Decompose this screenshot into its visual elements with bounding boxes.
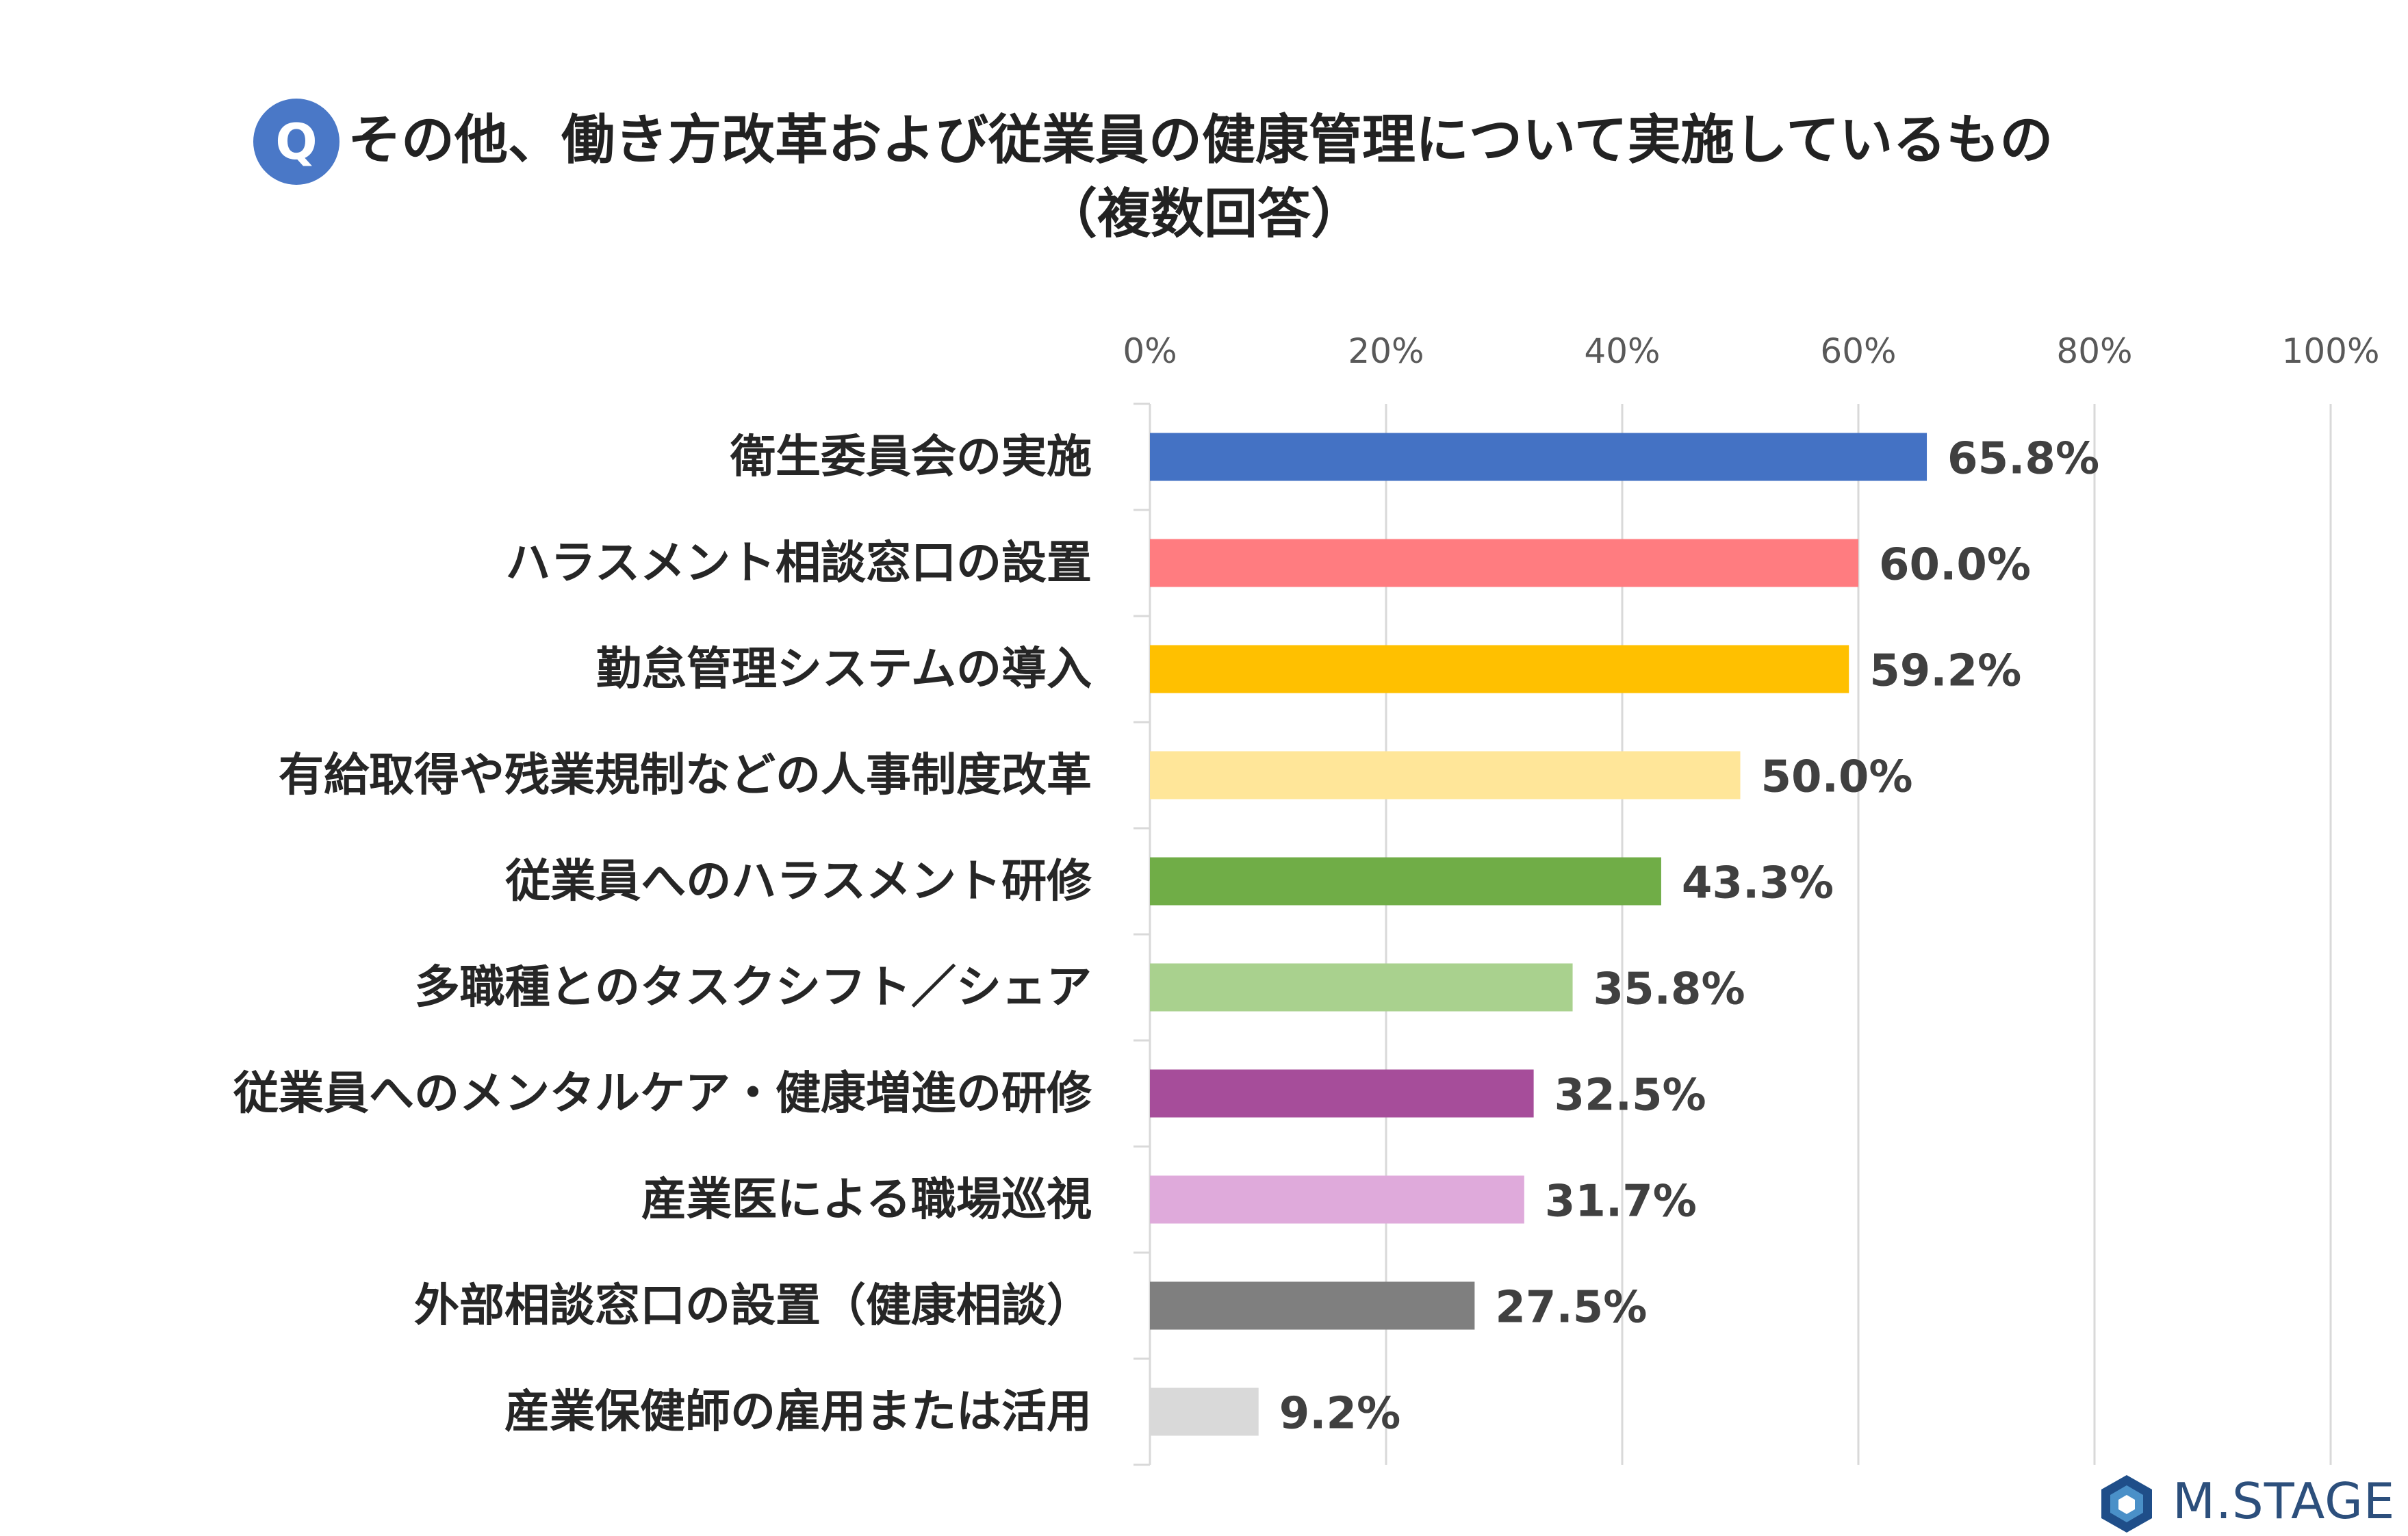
bar (1150, 963, 1573, 1012)
category-label: 従業員へのハラスメント研修 (504, 855, 1092, 908)
bar (1150, 539, 1858, 587)
bar (1150, 1387, 1259, 1436)
x-axis-ticks: 0% 20% 40% 60% 80% 100% (1123, 331, 2379, 371)
bar (1150, 1281, 1475, 1330)
data-label: 65.8% (1947, 434, 2099, 485)
x-tick-label: 100% (2282, 331, 2380, 371)
category-label: 有給取得や残業規制などの人事制度改革 (279, 749, 1092, 802)
data-label: 32.5% (1554, 1071, 1706, 1121)
category-label: 従業員へのメンタルケア・健康増進の研修 (233, 1067, 1092, 1120)
x-tick-label: 20% (1348, 331, 1424, 371)
hexagon-logo-icon (2101, 1475, 2152, 1533)
data-label: 27.5% (1495, 1283, 1647, 1333)
bar (1150, 857, 1661, 906)
bar (1150, 1175, 1524, 1224)
category-label: ハラスメント相談窓口の設置 (505, 537, 1092, 589)
bar (1150, 1069, 1534, 1118)
category-label: 多職種とのタスクシフト／シェア (415, 961, 1092, 1014)
title-line-2: （複数回答） (1043, 183, 1364, 245)
data-label: 35.8% (1593, 964, 1745, 1015)
category-label: 勤怠管理システムの導入 (596, 643, 1092, 695)
x-tick-label: 60% (1820, 331, 1896, 371)
data-label: 59.2% (1869, 646, 2021, 697)
chart-title: Q その他、働き方改革および従業員の健康管理について実施しているもの （複数回答… (0, 96, 2408, 253)
category-label: 産業医による職場巡視 (641, 1173, 1092, 1226)
data-label: 9.2% (1279, 1389, 1401, 1439)
category-labels: 衛生委員会の実施ハラスメント相談窓口の設置勤怠管理システムの導入有給取得や残業規… (233, 431, 1092, 1438)
bars (1150, 433, 1927, 1436)
x-tick-label: 80% (2056, 331, 2132, 371)
x-tick-label: 0% (1123, 331, 1177, 371)
data-label: 50.0% (1761, 752, 1913, 803)
data-label: 43.3% (1682, 858, 1834, 909)
category-label: 産業保健師の雇用または活用 (504, 1385, 1092, 1438)
mstage-logo: M.STAGE (2096, 1470, 2404, 1536)
data-label: 31.7% (1545, 1177, 1697, 1227)
x-tick-label: 40% (1584, 331, 1660, 371)
category-label: 外部相談窓口の設置（健康相談） (414, 1279, 1092, 1332)
logo-text: M.STAGE (2173, 1472, 2396, 1530)
title-line-1: その他、働き方改革および従業員の健康管理について実施しているもの (348, 110, 2053, 171)
question-badge: Q (253, 99, 340, 185)
data-label: 60.0% (1879, 540, 2031, 591)
bar (1150, 751, 1741, 799)
bar (1150, 645, 1849, 693)
data-labels: 65.8% 60.0% 59.2% 50.0% 43.3% 35.8% 32.5% 31.7%… (1279, 434, 2099, 1439)
category-label: 衛生委員会の実施 (730, 431, 1092, 483)
bar (1150, 433, 1927, 481)
